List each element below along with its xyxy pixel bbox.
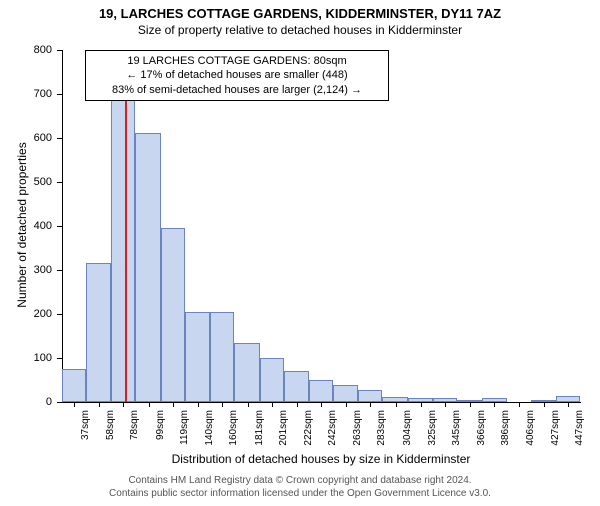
annotation-line2: ← 17% of detached houses are smaller (44…: [92, 68, 382, 82]
y-tick-mark: [57, 402, 62, 403]
y-tick-label: 300: [0, 264, 52, 276]
y-tick-mark: [57, 270, 62, 271]
histogram-bar: [86, 263, 111, 402]
y-tick-label: 600: [0, 132, 52, 144]
x-tick-label: 406sqm: [525, 410, 536, 460]
x-tick-label: 283sqm: [376, 410, 387, 460]
x-tick-mark: [272, 402, 273, 407]
footer-text: Contains HM Land Registry data © Crown c…: [0, 474, 600, 500]
histogram-bar: [161, 228, 185, 402]
y-tick-label: 200: [0, 308, 52, 320]
x-tick-mark: [99, 402, 100, 407]
y-tick-mark: [57, 94, 62, 95]
chart-title: 19, LARCHES COTTAGE GARDENS, KIDDERMINST…: [0, 6, 600, 21]
x-tick-label: 242sqm: [327, 410, 338, 460]
y-tick-mark: [57, 182, 62, 183]
x-tick-mark: [568, 402, 569, 407]
chart-subtitle: Size of property relative to detached ho…: [0, 23, 600, 37]
annotation-line1: 19 LARCHES COTTAGE GARDENS: 80sqm: [92, 54, 382, 68]
marker-line: [125, 50, 127, 402]
x-tick-label: 58sqm: [105, 410, 116, 460]
x-tick-mark: [396, 402, 397, 407]
histogram-bar: [234, 343, 259, 402]
x-tick-mark: [74, 402, 75, 407]
x-tick-label: 119sqm: [179, 410, 190, 460]
x-tick-mark: [519, 402, 520, 407]
footer-line2: Contains public sector information licen…: [0, 487, 600, 500]
x-tick-mark: [421, 402, 422, 407]
y-tick-label: 700: [0, 88, 52, 100]
y-tick-label: 800: [0, 44, 52, 56]
x-tick-label: 37sqm: [80, 410, 91, 460]
x-tick-mark: [149, 402, 150, 407]
x-tick-label: 263sqm: [352, 410, 363, 460]
x-tick-mark: [198, 402, 199, 407]
annotation-box: 19 LARCHES COTTAGE GARDENS: 80sqm ← 17% …: [85, 50, 389, 101]
x-tick-label: 99sqm: [155, 410, 166, 460]
histogram-bar: [210, 312, 234, 402]
x-tick-mark: [494, 402, 495, 407]
x-tick-label: 366sqm: [476, 410, 487, 460]
x-tick-label: 304sqm: [402, 410, 413, 460]
y-tick-label: 400: [0, 220, 52, 232]
y-tick-mark: [57, 226, 62, 227]
x-tick-mark: [346, 402, 347, 407]
x-tick-label: 345sqm: [451, 410, 462, 460]
x-tick-label: 222sqm: [303, 410, 314, 460]
x-tick-mark: [321, 402, 322, 407]
histogram-bar: [309, 380, 333, 402]
x-tick-mark: [173, 402, 174, 407]
x-tick-label: 325sqm: [427, 410, 438, 460]
histogram-bar: [358, 390, 382, 402]
y-tick-label: 500: [0, 176, 52, 188]
x-tick-mark: [370, 402, 371, 407]
y-tick-mark: [57, 358, 62, 359]
x-tick-mark: [248, 402, 249, 407]
histogram-bar: [62, 369, 86, 402]
histogram-bar: [185, 312, 210, 402]
y-tick-label: 100: [0, 352, 52, 364]
x-tick-mark: [297, 402, 298, 407]
footer-line1: Contains HM Land Registry data © Crown c…: [0, 474, 600, 487]
annotation-line3: 83% of semi-detached houses are larger (…: [92, 83, 382, 97]
histogram-bar: [333, 385, 358, 402]
x-tick-label: 427sqm: [550, 410, 561, 460]
x-tick-mark: [222, 402, 223, 407]
x-tick-label: 140sqm: [204, 410, 215, 460]
x-tick-label: 386sqm: [500, 410, 511, 460]
x-tick-mark: [445, 402, 446, 407]
y-tick-mark: [57, 138, 62, 139]
y-tick-mark: [57, 50, 62, 51]
x-tick-label: 447sqm: [574, 410, 585, 460]
x-tick-mark: [544, 402, 545, 407]
x-tick-label: 78sqm: [129, 410, 140, 460]
histogram-bar: [284, 371, 309, 402]
x-tick-mark: [123, 402, 124, 407]
x-tick-label: 160sqm: [228, 410, 239, 460]
x-tick-label: 201sqm: [278, 410, 289, 460]
y-tick-label: 0: [0, 396, 52, 408]
histogram-bar: [260, 358, 284, 402]
histogram-bar: [111, 85, 135, 402]
x-tick-mark: [470, 402, 471, 407]
x-tick-label: 181sqm: [254, 410, 265, 460]
histogram-bar: [135, 133, 160, 402]
y-tick-mark: [57, 314, 62, 315]
